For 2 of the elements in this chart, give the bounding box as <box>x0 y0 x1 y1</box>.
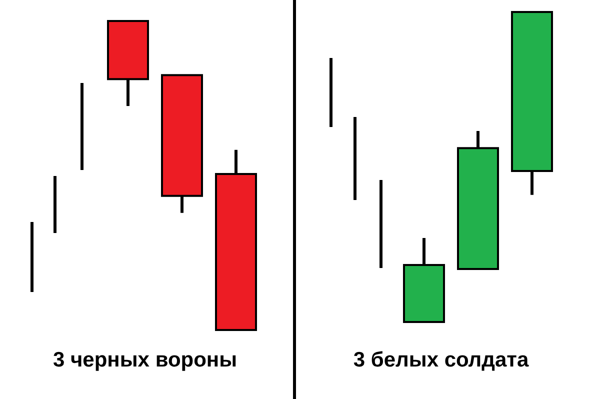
text: 3 черных вороны <box>52 348 238 372</box>
text: 3 белых солдата <box>353 348 529 372</box>
